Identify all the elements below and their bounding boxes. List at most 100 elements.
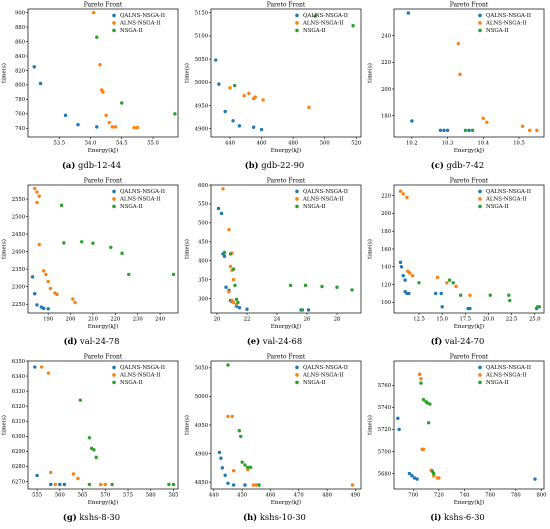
data-point (463, 128, 468, 133)
x-tick-label: 200 (66, 317, 76, 323)
subfigure-caption: (e) val-24-68 (183, 336, 366, 350)
legend-marker (478, 189, 482, 194)
data-point (237, 305, 242, 310)
data-point (58, 482, 62, 487)
y-tick-label: 6340 (12, 374, 25, 380)
y-tick-label: 5700 (378, 449, 391, 455)
y-tick-label: 5000 (195, 80, 208, 86)
data-point (535, 128, 539, 133)
y-tick-label: 600 (198, 183, 208, 189)
legend-label: ALNS-NSGA-II (302, 373, 344, 379)
data-point (447, 278, 452, 282)
subfigure-caption: (b) gdb-22-90 (183, 160, 366, 174)
data-point (350, 288, 354, 292)
data-point (234, 297, 239, 302)
data-point (35, 303, 39, 307)
data-point (417, 372, 422, 376)
data-point (440, 305, 444, 309)
data-point (39, 365, 44, 369)
data-point (219, 211, 224, 216)
pareto-panel: Pareto Front 440 450 460 470 480 490 4850 4900 49… (183, 352, 366, 528)
legend-label: ALNS-NSGA-II (119, 21, 161, 27)
data-point (80, 240, 84, 244)
data-point (59, 203, 64, 208)
legend-label: QALNS-NSGA-II (486, 189, 531, 195)
data-point (398, 189, 403, 193)
subfigure-caption: (d) val-24-78 (0, 336, 183, 350)
data-point (468, 306, 472, 311)
y-axis-label: time(s) (1, 415, 8, 435)
data-point (320, 284, 324, 289)
data-point (397, 427, 401, 432)
data-point (110, 125, 115, 129)
legend-label: NSGA-II (303, 204, 326, 210)
data-point (214, 58, 218, 62)
data-point (92, 448, 96, 452)
data-point (78, 398, 82, 402)
legend-marker (112, 197, 116, 201)
y-tick-label: 900 (15, 10, 25, 16)
plot-frame (393, 360, 545, 490)
legend-label: ALNS-NSGA-II (119, 373, 161, 379)
y-tick-label: 6320 (12, 404, 25, 410)
data-point (62, 241, 66, 245)
x-tick-label: 450 (237, 493, 247, 499)
scatter-plot: Pareto Front 190 200 210 220 230 240 2250 2300 23… (1, 178, 179, 330)
legend-marker (112, 189, 116, 194)
data-point (456, 41, 460, 46)
data-point (417, 281, 421, 285)
x-tick-label: 740 (460, 493, 470, 499)
data-point (217, 450, 222, 455)
data-point (399, 265, 404, 269)
data-point (398, 260, 403, 265)
legend-label: NSGA-II (120, 28, 143, 34)
scatter-plot: Pareto Front 53.5 54.0 54.5 55.0 740 760 780 800… (1, 2, 179, 154)
y-axis-label: time(s) (367, 63, 374, 83)
data-point (132, 125, 136, 130)
legend-label: NSGA-II (120, 204, 143, 210)
scatter-plot: Pareto Front 700 720 740 760 780 800 5680 5700 57… (367, 354, 547, 507)
subfigure-caption: (c) gdb-7-42 (366, 160, 549, 174)
data-point (410, 119, 414, 123)
x-tick-label: 440 (209, 493, 219, 499)
x-tick-label: 53.5 (53, 141, 65, 147)
data-point (33, 186, 37, 191)
data-point (257, 483, 261, 487)
data-point (485, 120, 489, 125)
y-tick-label: 5000 (195, 394, 208, 400)
data-point (37, 242, 41, 247)
x-tick-label: 10.5 (513, 141, 525, 147)
data-point (335, 285, 339, 289)
data-point (91, 10, 96, 15)
data-point (53, 482, 57, 487)
data-point (35, 200, 39, 205)
y-tick-label: 6290 (12, 449, 25, 455)
x-tick-label: 25.0 (529, 317, 541, 323)
data-point (231, 119, 235, 123)
data-point (428, 402, 432, 406)
data-point (237, 429, 242, 433)
data-point (63, 113, 68, 118)
y-tick-label: 4950 (195, 103, 208, 109)
x-tick-label: 720 (434, 493, 444, 499)
chart-title: Pareto Front (450, 178, 489, 185)
legend-label: ALNS-NSGA-II (302, 21, 344, 27)
subfigure-name: kshs-6-30 (444, 512, 485, 522)
legend-label: NSGA-II (486, 204, 509, 210)
legend-marker (478, 373, 482, 377)
x-tick-label: 460 (265, 493, 275, 499)
data-point (76, 476, 80, 481)
subfigure-caption: (a) gdb-12-44 (0, 160, 183, 174)
y-axis-label: time(s) (367, 239, 374, 259)
data-point (528, 128, 532, 133)
x-tick-label: 565 (78, 493, 88, 499)
data-point (35, 190, 39, 194)
legend-marker (478, 13, 482, 18)
data-point (95, 125, 99, 129)
legend-marker (478, 380, 482, 385)
legend-marker (295, 13, 299, 18)
data-point (236, 300, 240, 305)
x-tick-label: 240 (155, 317, 165, 323)
y-axis-label: time(s) (1, 63, 8, 83)
legend-label: ALNS-NSGA-II (485, 373, 527, 379)
